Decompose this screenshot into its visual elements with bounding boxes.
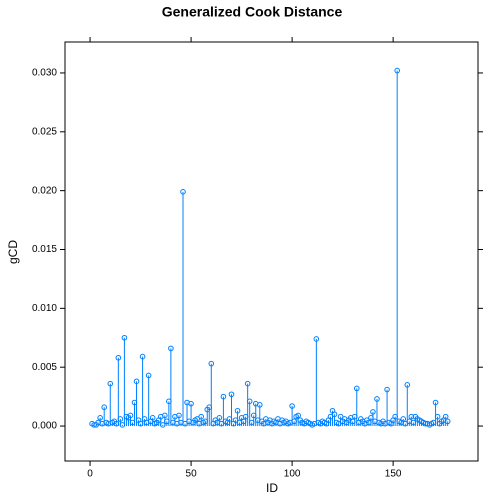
- point: [117, 416, 124, 422]
- point: [370, 409, 376, 415]
- point: [400, 416, 407, 422]
- point: [127, 412, 134, 419]
- point: [97, 415, 103, 421]
- point: [180, 189, 186, 195]
- point: [133, 378, 140, 385]
- y-tick-label: 0.000: [32, 421, 57, 432]
- point: [256, 402, 263, 408]
- point: [198, 413, 204, 420]
- point: [353, 385, 360, 392]
- point: [408, 413, 415, 420]
- y-axis-label: gCD: [6, 240, 20, 264]
- point: [384, 386, 390, 393]
- point: [139, 353, 146, 360]
- point: [145, 372, 152, 379]
- point: [176, 412, 182, 419]
- point: [149, 415, 156, 421]
- x-axis-label: ID: [266, 481, 278, 495]
- point: [337, 413, 344, 420]
- point: [313, 336, 320, 342]
- point: [162, 412, 168, 419]
- point: [234, 407, 241, 414]
- point: [442, 413, 449, 420]
- point: [444, 418, 451, 425]
- point: [101, 404, 107, 411]
- x-tick-label: 0: [87, 469, 93, 480]
- point: [220, 393, 227, 400]
- x-tick-label: 150: [385, 469, 402, 480]
- point: [115, 354, 122, 361]
- point: [394, 67, 400, 74]
- y-tick-label: 0.005: [32, 362, 57, 373]
- x-tick-label: 100: [284, 469, 301, 480]
- point: [107, 380, 114, 387]
- point: [168, 345, 174, 352]
- y-tick-label: 0.010: [32, 303, 57, 314]
- x-tick-label: 50: [186, 469, 198, 480]
- y-tick-label: 0.030: [32, 68, 57, 79]
- chart-title: Generalized Cook Distance: [162, 4, 343, 20]
- plot-frame: [64, 41, 479, 462]
- point: [216, 415, 223, 421]
- point: [244, 380, 251, 387]
- point: [432, 399, 439, 406]
- point: [194, 416, 200, 422]
- point: [121, 334, 128, 341]
- point: [208, 360, 215, 367]
- point: [331, 411, 338, 418]
- point: [404, 382, 411, 388]
- point: [289, 403, 295, 409]
- point: [228, 391, 235, 398]
- point: [246, 398, 253, 405]
- y-tick-label: 0.015: [32, 244, 57, 255]
- y-tick-label: 0.025: [32, 126, 57, 137]
- point: [434, 413, 441, 420]
- y-tick-label: 0.020: [32, 185, 57, 196]
- point: [295, 412, 301, 419]
- point: [188, 400, 194, 407]
- point: [374, 396, 380, 402]
